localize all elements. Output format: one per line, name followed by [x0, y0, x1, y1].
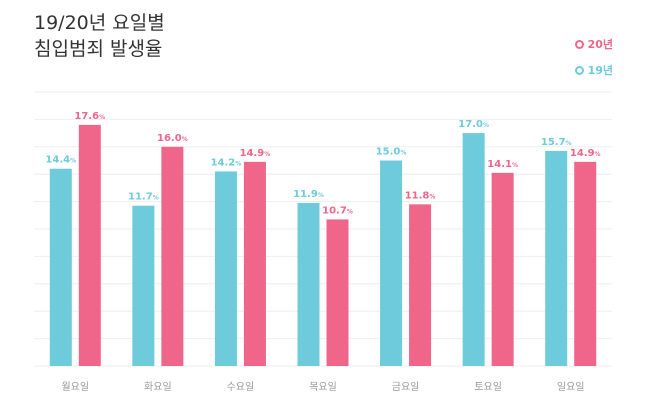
bar-20 [78, 124, 101, 366]
data-label-unit: % [99, 114, 105, 121]
bar-20 [326, 219, 349, 366]
data-label: 15.7% [541, 137, 572, 148]
x-tick-label: 화요일 [144, 381, 172, 393]
data-label-unit: % [566, 140, 572, 147]
data-label-unit: % [429, 193, 435, 200]
data-label-unit: % [318, 192, 324, 199]
legend-label-19: 19년 [587, 64, 613, 77]
data-label: 16.0% [157, 133, 188, 144]
chart-legend: 20년 19년 [574, 36, 613, 88]
data-label: 14.4% [45, 155, 76, 166]
bar-20 [243, 161, 266, 366]
data-label: 10.7% [322, 205, 353, 216]
chart-title-line-2: 침입범죄 발생율 [34, 38, 163, 60]
bar-19 [214, 171, 237, 366]
bar-20 [161, 146, 184, 366]
legend-item-20: 20년 [574, 36, 613, 52]
legend-label-20: 20년 [587, 38, 613, 51]
data-label: 17.6% [74, 111, 105, 122]
data-label: 11.7% [128, 192, 159, 203]
data-label-unit: % [235, 160, 241, 167]
legend-marker-19-icon [574, 65, 584, 75]
data-label-unit: % [182, 136, 188, 143]
bar-19 [49, 168, 72, 366]
bar-19 [297, 202, 320, 366]
data-label-unit: % [595, 151, 601, 158]
bar-19 [132, 205, 155, 366]
bar-20 [491, 172, 514, 366]
x-tick-label: 금요일 [392, 381, 420, 393]
bar-20 [574, 161, 597, 366]
data-label: 14.9% [570, 148, 601, 159]
bar-19 [380, 160, 403, 366]
data-label: 11.8% [405, 190, 436, 201]
bar-19 [545, 150, 568, 366]
x-tick-label: 월요일 [61, 381, 89, 393]
data-label-unit: % [70, 158, 76, 165]
x-tick-label: 목요일 [309, 381, 337, 393]
legend-marker-20-icon [574, 39, 584, 49]
bar-20 [409, 204, 432, 366]
data-label: 17.0% [458, 119, 489, 130]
data-label-unit: % [264, 151, 270, 158]
x-tick-label: 수요일 [227, 381, 255, 393]
legend-item-19: 19년 [574, 62, 613, 78]
data-label-unit: % [153, 195, 159, 202]
data-label: 14.9% [240, 148, 271, 159]
data-label-unit: % [347, 208, 353, 215]
data-label-unit: % [512, 162, 518, 169]
data-label: 14.1% [487, 159, 518, 170]
chart-title: 19/20년 요일별 침입범죄 발생율 [34, 10, 165, 62]
x-tick-label: 토요일 [474, 381, 502, 393]
data-label: 11.9% [293, 189, 324, 200]
data-label: 14.2% [211, 157, 242, 168]
data-label: 15.0% [376, 147, 407, 158]
x-tick-label: 일요일 [557, 381, 585, 393]
data-label-unit: % [483, 122, 489, 129]
chart-title-line-1: 19/20년 요일별 [34, 12, 165, 34]
bar-19 [462, 133, 485, 366]
data-label-unit: % [400, 150, 406, 157]
